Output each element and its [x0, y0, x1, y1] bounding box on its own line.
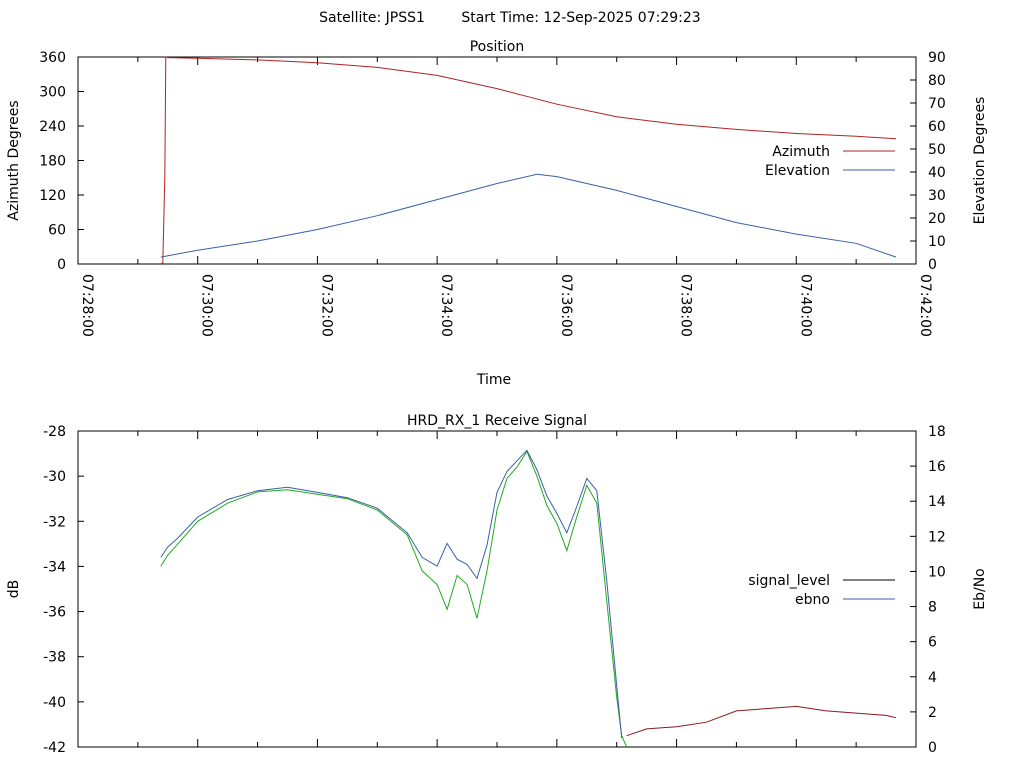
- y-right-tick-label: 20: [928, 211, 946, 227]
- x-tick-label: 07:42:00: [917, 274, 933, 337]
- y-right-tick-label: 30: [928, 188, 946, 204]
- y-left-tick-label: 180: [39, 154, 66, 170]
- y-right-tick-label: 40: [928, 165, 946, 181]
- y-right-tick-label: 18: [928, 424, 946, 440]
- y-right-tick-label: 60: [928, 119, 946, 135]
- x-tick-label: 07:32:00: [318, 274, 334, 337]
- y-right-tick-label: 2: [928, 705, 937, 721]
- x-axis-label: Time: [476, 372, 511, 388]
- x-tick-label: 07:40:00: [797, 274, 813, 337]
- x-tick-label: 07:38:00: [678, 274, 694, 337]
- y-right-tick-label: 14: [928, 494, 946, 510]
- satellite-label: Satellite: JPSS1: [319, 10, 425, 26]
- y-left-axis-label: Azimuth Degrees: [6, 100, 22, 220]
- chart-title: HRD_RX_1 Receive Signal: [407, 413, 587, 429]
- y-right-tick-label: 4: [928, 670, 937, 686]
- y-right-tick-label: 0: [928, 740, 937, 756]
- y-left-tick-label: -36: [43, 605, 66, 621]
- y-left-tick-label: -34: [43, 559, 66, 575]
- legend-label: ebno: [795, 592, 830, 608]
- x-tick-label: 07:28:00: [79, 274, 95, 337]
- y-right-tick-label: 10: [928, 564, 946, 580]
- chart-header: Satellite: JPSS1 Start Time: 12-Sep-2025…: [319, 10, 701, 26]
- y-right-axis-label: Elevation Degrees: [972, 97, 988, 225]
- y-right-tick-label: 50: [928, 142, 946, 158]
- position-chart: Position 0 60 120 180 240 300 360 0 10 20 30 40 50 60 7…: [6, 39, 988, 388]
- start-time-label: Start Time: 12-Sep-2025 07:29:23: [461, 10, 700, 26]
- y-left-tick-label: 60: [48, 223, 66, 239]
- y-right-tick-label: 10: [928, 234, 946, 250]
- legend-label: Elevation: [765, 163, 830, 179]
- y-right-tick-label: 16: [928, 459, 946, 475]
- y-left-tick-label: 240: [39, 119, 66, 135]
- receive-signal-chart: HRD_RX_1 Receive Signal -42 -40 -38 -36 -34 -3…: [6, 413, 988, 756]
- chart-title: Position: [470, 39, 525, 55]
- y-left-axis-label: dB: [6, 580, 22, 599]
- series-line-ebno: [160, 449, 623, 739]
- x-tick-label: 07:36:00: [558, 274, 574, 337]
- y-left-tick-label: 360: [39, 50, 66, 66]
- series-line-signal_level: [160, 450, 628, 748]
- y-left-tick-label: 120: [39, 188, 66, 204]
- y-left-tick-label: -28: [43, 424, 66, 440]
- y-right-tick-label: 70: [928, 96, 946, 112]
- y-right-tick-label: 6: [928, 635, 937, 651]
- legend-label: Azimuth: [772, 144, 830, 160]
- series-line-signal_level: [626, 705, 897, 737]
- y-left-tick-label: -40: [43, 695, 66, 711]
- y-left-tick-label: 0: [57, 257, 66, 273]
- series-line-Elevation: [160, 173, 897, 258]
- y-left-tick-label: -38: [43, 650, 66, 666]
- series-line-Azimuth: [160, 56, 897, 265]
- y-right-tick-label: 80: [928, 73, 946, 89]
- plot-frame: [77, 430, 917, 748]
- y-right-tick-label: 90: [928, 50, 946, 66]
- y-right-axis-label: Eb/No: [972, 568, 988, 610]
- y-right-tick-label: 8: [928, 600, 937, 616]
- y-left-tick-label: -42: [43, 740, 66, 756]
- y-left-tick-label: -32: [43, 514, 66, 530]
- legend-label: signal_level: [748, 573, 830, 589]
- y-left-tick-label: 300: [39, 85, 66, 101]
- x-tick-label: 07:34:00: [438, 274, 454, 337]
- y-right-tick-label: 12: [928, 529, 946, 545]
- y-left-tick-label: -30: [43, 469, 66, 485]
- y-right-tick-label: 0: [928, 257, 937, 273]
- x-tick-label: 07:30:00: [199, 274, 215, 337]
